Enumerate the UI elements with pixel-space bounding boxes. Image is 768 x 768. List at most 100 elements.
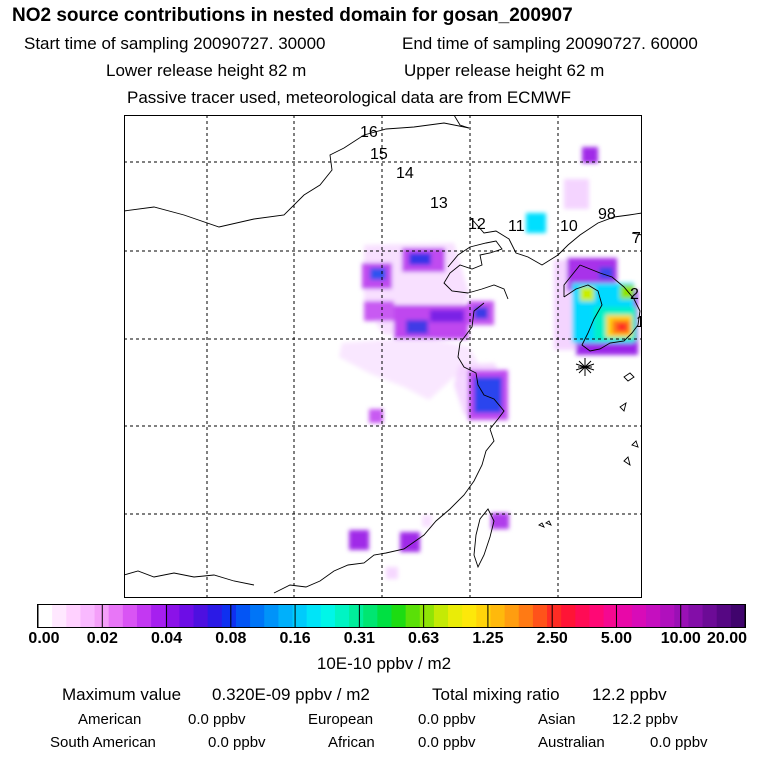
colorbar-swatch <box>405 605 421 627</box>
colorbar-swatch <box>589 605 605 627</box>
trajectory-label: 98 <box>598 206 616 223</box>
colorbar-tick-label: 0.08 <box>215 630 247 647</box>
lat-lon-grid <box>124 115 642 598</box>
region-value-australian: 0.0 ppbv <box>650 734 708 751</box>
colorbar-swatch <box>193 605 209 627</box>
colorbar-swatch <box>688 605 704 627</box>
colorbar-swatch <box>165 605 180 627</box>
chart-title: NO2 source contributions in nested domai… <box>12 5 573 26</box>
colorbar-swatch <box>547 605 562 627</box>
colorbar-swatch <box>518 605 534 627</box>
colorbar-swatch <box>603 605 619 627</box>
colorbar-tick-label: 10.00 <box>660 630 701 647</box>
colorbar-swatch <box>716 605 732 627</box>
colorbar-swatch <box>136 605 152 627</box>
colorbar-swatch <box>122 605 138 627</box>
colorbar-swatch <box>320 605 336 627</box>
colorbar-tick-label: 0.16 <box>279 630 311 647</box>
colorbar-swatch <box>349 605 364 627</box>
colorbar-swatch <box>561 605 576 627</box>
region-value-american: 0.0 ppbv <box>188 711 246 728</box>
upper-release-height: Upper release height 62 m <box>404 61 605 80</box>
colorbar-swatch <box>462 605 477 627</box>
region-label-south-american: South American <box>50 734 156 751</box>
region-label-australian: Australian <box>538 734 605 751</box>
colorbar-swatch <box>730 605 746 627</box>
colorbar-swatch <box>52 605 67 627</box>
colorbar-swatch <box>66 605 81 627</box>
region-label-european: European <box>308 711 374 728</box>
colorbar <box>37 604 746 628</box>
colorbar-swatch <box>631 605 647 627</box>
max-value-label: Maximum value <box>62 685 182 704</box>
lower-release-height: Lower release height 82 m <box>106 61 307 80</box>
region-value-south-american: 0.0 ppbv <box>208 734 266 751</box>
trajectory-label: 16 <box>360 124 378 141</box>
trajectory-label: 10 <box>560 218 578 235</box>
concentration-field <box>339 147 638 579</box>
colorbar-tick-label: 0.31 <box>343 630 375 647</box>
max-value: 0.320E-09 ppbv / m2 <box>212 685 370 704</box>
end-time: End time of sampling 20090727. 60000 <box>402 34 698 53</box>
trajectory-label: 14 <box>396 165 414 182</box>
region-value-african: 0.0 ppbv <box>418 734 476 751</box>
colorbar-swatch <box>292 605 308 627</box>
colorbar-frame <box>37 604 746 628</box>
colorbar-swatch <box>433 605 449 627</box>
colorbar-swatch <box>476 605 491 627</box>
colorbar-swatch <box>532 605 548 627</box>
colorbar-tick-label: 5.00 <box>600 630 633 647</box>
colorbar-swatch <box>575 605 590 627</box>
colorbar-swatch <box>108 605 124 627</box>
start-time: Start time of sampling 20090727. 30000 <box>24 34 326 53</box>
colorbar-swatch <box>306 605 322 627</box>
colorbar-swatch <box>207 605 223 627</box>
trajectory-label: 13 <box>430 195 448 212</box>
colorbar-swatch <box>334 605 350 627</box>
colorbar-swatch <box>151 605 166 627</box>
colorbar-swatch <box>617 605 633 627</box>
tracer-note: Passive tracer used, meteorological data… <box>127 88 572 107</box>
colorbar-swatch <box>363 605 378 627</box>
colorbar-swatch <box>221 605 237 627</box>
map-panel: 16 15 14 13 12 11 10 98 7 2 1 <box>124 115 642 598</box>
colorbar-tick-label: 0.02 <box>86 630 118 647</box>
colorbar-swatch <box>660 605 675 627</box>
trajectory-label: 2 <box>630 286 639 303</box>
region-label-african: African <box>328 734 375 751</box>
colorbar-swatch <box>702 605 718 627</box>
colorbar-swatch <box>377 605 392 627</box>
trajectory-label: 15 <box>370 146 388 163</box>
colorbar-swatch <box>80 605 96 627</box>
trajectory-label: 12 <box>468 216 486 233</box>
colorbar-swatch <box>646 605 661 627</box>
colorbar-tick-label: 0.00 <box>28 630 60 647</box>
colorbar-unit: 10E-10 ppbv / m2 <box>316 654 452 673</box>
colorbar-swatch <box>264 605 279 627</box>
region-value-asian: 12.2 ppbv <box>612 711 678 728</box>
trajectory-label: 1 <box>636 314 642 331</box>
colorbar-tick-label: 0.04 <box>150 630 183 647</box>
colorbar-tick-label: 2.50 <box>536 630 568 647</box>
region-label-american: American <box>78 711 142 728</box>
colorbar-swatch <box>38 605 53 627</box>
trajectory-label: 7 <box>632 230 641 247</box>
colorbar-tick-label: 1.25 <box>472 630 504 647</box>
region-value-european: 0.0 ppbv <box>418 711 476 728</box>
colorbar-swatch <box>419 605 435 627</box>
colorbar-swatch <box>250 605 265 627</box>
colorbar-swatch <box>448 605 463 627</box>
coastlines <box>124 115 642 594</box>
colorbar-swatch <box>504 605 520 627</box>
colorbar-swatch <box>278 605 294 627</box>
colorbar-tick-label: 0.63 <box>408 630 440 647</box>
total-mixing-value: 12.2 ppbv <box>592 685 667 704</box>
receptor-marker-icon <box>575 358 595 376</box>
colorbar-swatch <box>674 605 689 627</box>
colorbar-tick-label: 20.00 <box>706 630 748 647</box>
colorbar-swatch <box>391 605 407 627</box>
total-mixing-label: Total mixing ratio <box>432 685 560 704</box>
colorbar-swatch <box>235 605 251 627</box>
colorbar-swatch <box>490 605 506 627</box>
map-frame <box>124 115 642 598</box>
